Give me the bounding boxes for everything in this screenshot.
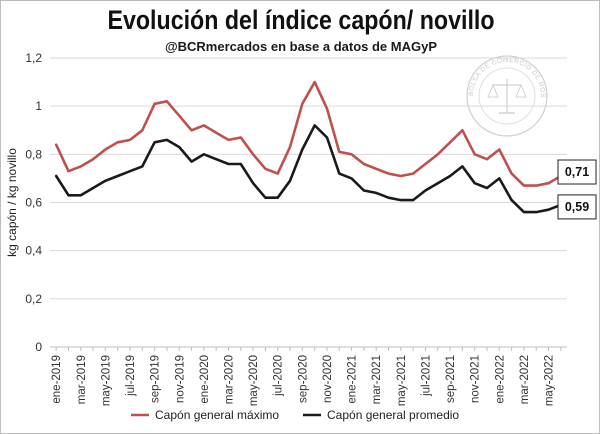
y-tick-label: 1,2	[25, 51, 42, 65]
x-tick-label: nov-2021	[470, 355, 482, 403]
x-tick-label: nov-2020	[322, 355, 334, 403]
series-line-promedio	[54, 124, 563, 214]
end-value-box	[557, 159, 597, 185]
x-tick-label: ene-2022	[494, 355, 506, 404]
x-tick-label: ene-2020	[199, 355, 211, 404]
x-tick-label: mar-2022	[519, 355, 531, 404]
x-tick-label: may-2021	[396, 355, 408, 406]
y-tick-label: 0,6	[25, 196, 42, 210]
y-tick-label: 0	[35, 340, 42, 354]
legend-label: Capón general promedio	[327, 408, 459, 422]
chart-subtitle: @BCRmercados en base a datos de MAGyP	[164, 39, 438, 54]
x-tick-label: jul-2021	[420, 355, 432, 397]
x-tick-label: may-2022	[544, 355, 556, 406]
x-tick-label: jul-2020	[273, 355, 285, 397]
x-tick-label: mar-2021	[371, 355, 383, 404]
svg-text:BOLSA DE COMERCIO DE ROSARIO: BOLSA DE COMERCIO DE ROSARIO	[1, 1, 546, 98]
end-value-label: 0,71	[565, 165, 589, 179]
y-tick-label: 0,8	[25, 147, 42, 161]
x-tick-label: nov-2019	[174, 355, 186, 403]
x-tick-label: mar-2020	[223, 355, 235, 404]
x-tick-label: sep-2020	[297, 355, 309, 403]
legend-label: Capón general máximo	[155, 408, 279, 422]
x-tick-label: ene-2019	[51, 355, 63, 404]
bcr-seal-watermark: BOLSA DE COMERCIO DE ROSARIO	[1, 1, 548, 137]
y-tick-label: 0,2	[25, 292, 42, 306]
x-tick-label: sep-2021	[445, 355, 457, 403]
x-tick-label: may-2020	[248, 355, 260, 406]
x-tick-label: jul-2019	[125, 355, 137, 397]
seal-lettering: BOLSA DE COMERCIO DE ROSARIO	[1, 1, 546, 98]
x-tick-label: mar-2019	[76, 355, 88, 404]
x-tick-label: ene-2021	[347, 355, 359, 404]
end-value-label: 0,59	[565, 200, 589, 214]
y-axis-label: kg capón / kg novillo	[5, 148, 19, 257]
chart-title: Evolución del índice capón/ novillo	[107, 5, 495, 35]
x-tick-label: sep-2019	[150, 355, 162, 403]
y-tick-label: 0,4	[25, 244, 42, 258]
x-tick-label: may-2019	[100, 355, 112, 406]
y-tick-label: 1	[35, 99, 42, 113]
series-line-maximo	[54, 80, 563, 187]
end-value-box	[557, 194, 597, 220]
